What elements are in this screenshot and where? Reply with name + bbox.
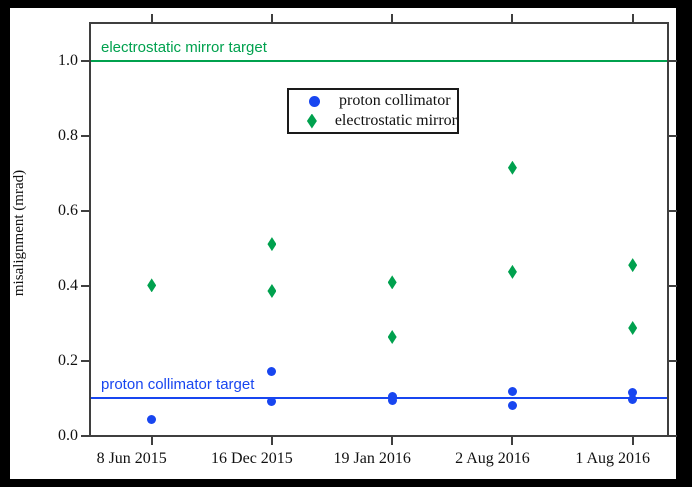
x-tick-bottom bbox=[631, 437, 634, 445]
y-tick-label: 0.6 bbox=[58, 201, 78, 219]
plot-frame bbox=[89, 22, 669, 437]
data-point-electrostatic-mirror bbox=[147, 278, 157, 293]
data-point-proton-collimator bbox=[267, 366, 277, 376]
data-point-electrostatic-mirror bbox=[507, 160, 517, 175]
x-tick-bottom bbox=[270, 437, 273, 445]
legend-row-electrostatic-mirror: electrostatic mirror bbox=[289, 111, 457, 131]
data-point-proton-collimator bbox=[267, 397, 277, 407]
x-tick-label: 8 Jun 2015 bbox=[96, 450, 167, 467]
legend-marker-cell bbox=[289, 113, 335, 129]
data-point-proton-collimator bbox=[147, 415, 157, 425]
x-tick-bottom bbox=[511, 437, 514, 445]
legend-label-proton-collimator: proton collimator bbox=[339, 92, 451, 109]
y-tick-label: 0.8 bbox=[58, 126, 78, 144]
data-point-proton-collimator bbox=[507, 401, 517, 411]
legend-row-proton-collimator: proton collimator bbox=[289, 91, 457, 111]
data-point-proton-collimator bbox=[507, 387, 517, 397]
data-point-proton-collimator bbox=[628, 395, 638, 405]
data-point-electrostatic-mirror bbox=[387, 330, 397, 344]
data-point-electrostatic-mirror bbox=[387, 275, 397, 290]
legend-label-electrostatic-mirror: electrostatic mirror bbox=[334, 112, 457, 129]
legend-marker-cell bbox=[289, 95, 339, 107]
x-tick-top bbox=[270, 14, 273, 22]
y-tick-label: 0.4 bbox=[58, 276, 78, 294]
circle-marker-icon bbox=[308, 95, 320, 107]
y-tick-right bbox=[669, 134, 677, 137]
data-point-electrostatic-mirror bbox=[507, 264, 517, 279]
target-label-electrostatic-mirror-target: electrostatic mirror target bbox=[101, 39, 267, 56]
x-tick-label: 2 Aug 2016 bbox=[455, 450, 530, 467]
y-tick-label: 1.0 bbox=[58, 52, 78, 69]
y-tick-left bbox=[81, 134, 89, 137]
target-line-proton-collimator-target bbox=[91, 397, 667, 400]
data-point-electrostatic-mirror bbox=[628, 258, 638, 273]
x-tick-top bbox=[150, 14, 153, 22]
y-tick-label: 0.2 bbox=[58, 351, 78, 369]
y-tick-right bbox=[669, 434, 677, 437]
y-tick-left bbox=[81, 209, 89, 212]
y-tick-left bbox=[81, 359, 89, 362]
target-line-electrostatic-mirror-target bbox=[91, 60, 667, 62]
y-tick-left bbox=[81, 284, 89, 287]
y-tick-right bbox=[669, 359, 677, 362]
target-label-proton-collimator-target: proton collimator target bbox=[101, 376, 255, 394]
y-tick-right bbox=[669, 60, 677, 62]
x-tick-label: 1 Aug 2016 bbox=[575, 450, 651, 467]
x-tick-label: 19 Jan 2016 bbox=[333, 450, 411, 467]
x-tick-bottom bbox=[391, 437, 394, 445]
y-tick-right bbox=[669, 209, 677, 212]
legend-box: proton collimator electrostatic mirror bbox=[287, 88, 459, 134]
data-point-proton-collimator bbox=[387, 396, 397, 406]
data-point-electrostatic-mirror bbox=[267, 283, 277, 298]
x-tick-label: 16 Dec 2015 bbox=[211, 450, 293, 467]
plot-background bbox=[10, 8, 676, 479]
diamond-marker-icon bbox=[306, 113, 317, 129]
data-point-electrostatic-mirror bbox=[267, 237, 277, 252]
data-point-electrostatic-mirror bbox=[628, 321, 638, 336]
y-tick-right bbox=[669, 284, 677, 287]
x-tick-bottom bbox=[150, 437, 153, 445]
data-point-proton-collimator bbox=[628, 387, 638, 397]
x-tick-top bbox=[631, 14, 634, 22]
y-tick-label: 0.0 bbox=[58, 426, 78, 444]
x-tick-top bbox=[391, 14, 394, 22]
y-tick-left bbox=[81, 60, 89, 62]
y-axis-title: misalignment (mrad) bbox=[11, 169, 27, 297]
y-tick-left bbox=[81, 434, 89, 437]
x-tick-top bbox=[511, 14, 514, 22]
